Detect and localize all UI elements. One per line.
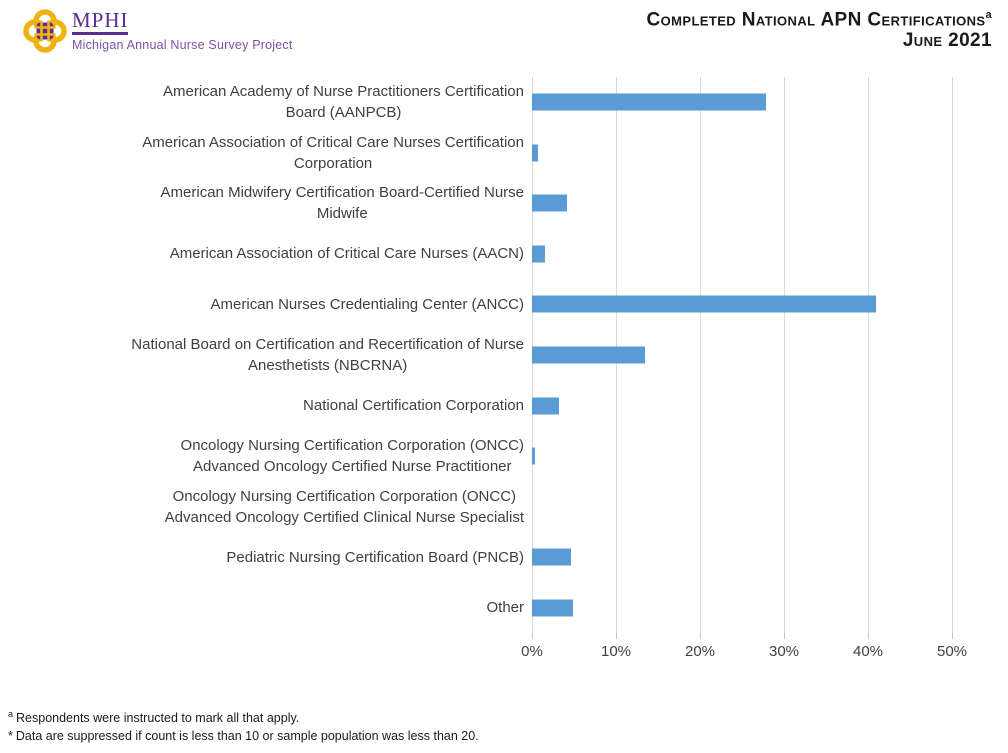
x-tick-label: 30% [768, 643, 800, 660]
chart-row: American Nurses Credentialing Center (AN… [60, 279, 952, 330]
x-tick-label: 0% [521, 643, 543, 660]
bar [532, 397, 559, 415]
bar-track [532, 330, 952, 381]
bar-chart: American Academy of Nurse Practitioners … [60, 77, 967, 677]
x-tick-label: 40% [852, 643, 884, 660]
bar-track [532, 481, 952, 532]
chart-title: Completed National APN Certificationsa J… [647, 6, 992, 50]
x-axis-labels: 0% 10% 20% 30% 40% 50% [521, 643, 967, 663]
bar-track [532, 229, 952, 280]
x-tick-label: 10% [600, 643, 632, 660]
gridline [784, 77, 785, 633]
footnote-a-marker: a [8, 709, 14, 719]
axis-tick [532, 633, 533, 639]
bar-track [532, 77, 952, 128]
chart-row: Oncology Nursing Certification Corporati… [60, 431, 952, 482]
title-footnote-marker: a [985, 9, 992, 21]
bar-track [532, 128, 952, 179]
category-label: American Nurses Credentialing Center (AN… [210, 295, 524, 313]
bar-track [532, 582, 952, 633]
bar [532, 245, 545, 263]
bar-track [532, 532, 952, 583]
axis-tick [952, 633, 953, 639]
footnote-suppression: * Data are suppressed if count is less th… [8, 729, 479, 744]
logo-underline [72, 32, 128, 35]
bar [532, 548, 572, 566]
chart-title-line1: Completed National APN Certificationsa [646, 9, 992, 31]
chart-row: Other [60, 582, 952, 633]
chart-row: American Academy of Nurse Practitioners … [60, 77, 952, 128]
chart-row: American Association of Critical Care Nu… [60, 229, 952, 280]
bar-track [532, 380, 952, 431]
bar [532, 295, 877, 313]
chart-row: National Certification Corporation [60, 380, 952, 431]
x-tick-label: 20% [684, 643, 716, 660]
category-label: American Association of Critical Care Nu… [142, 133, 524, 172]
x-tick-label: 50% [936, 643, 968, 660]
bar [532, 447, 536, 465]
chart-row: Oncology Nursing Certification Corporati… [60, 481, 952, 532]
logo-tagline: Michigan Annual Nurse Survey Project [72, 38, 293, 52]
gridline [700, 77, 701, 633]
chart-row: American Association of Critical Care Nu… [60, 128, 952, 179]
bar [532, 194, 568, 212]
gridline [868, 77, 869, 633]
category-label: National Certification Corporation [303, 397, 524, 415]
axis-tick [868, 633, 869, 639]
category-label: American Academy of Nurse Practitioners … [163, 83, 524, 122]
bar-track [532, 178, 952, 229]
logo-org-name: MPHI [72, 8, 129, 32]
axis-tick [616, 633, 617, 639]
bar [532, 599, 574, 617]
bar [532, 346, 646, 364]
gridline [952, 77, 953, 633]
category-label: National Board on Certification and Rece… [131, 336, 524, 374]
mphi-knot-icon [23, 9, 67, 53]
category-label: Other [486, 599, 524, 617]
chart-title-line2: June 2021 [902, 30, 992, 52]
bar [532, 144, 538, 162]
category-label: Oncology Nursing Certification Corporati… [180, 437, 524, 476]
bar-track [532, 431, 952, 482]
footnotes: a Respondents were instructed to mark all… [8, 705, 479, 745]
logo: MPHI Michigan Annual Nurse Survey Projec… [22, 8, 293, 54]
chart-row: National Board on Certification and Rece… [60, 330, 952, 381]
footnote-a: a Respondents were instructed to mark all… [8, 709, 300, 726]
category-label: Pediatric Nursing Certification Board (P… [226, 548, 524, 566]
bar-track [532, 279, 952, 330]
chart-row: American Midwifery Certification Board-C… [60, 178, 952, 229]
bar [532, 93, 766, 111]
axis-tick [700, 633, 701, 639]
axis-tick [784, 633, 785, 639]
footnote-asterisk-marker: * [8, 729, 13, 744]
chart-rows: American Academy of Nurse Practitioners … [60, 77, 952, 633]
chart-row: Pediatric Nursing Certification Board (P… [60, 532, 952, 583]
category-label: American Association of Critical Care Nu… [169, 245, 524, 263]
category-label: American Midwifery Certification Board-C… [160, 184, 524, 223]
category-label: Oncology Nursing Certification Corporati… [164, 487, 524, 526]
